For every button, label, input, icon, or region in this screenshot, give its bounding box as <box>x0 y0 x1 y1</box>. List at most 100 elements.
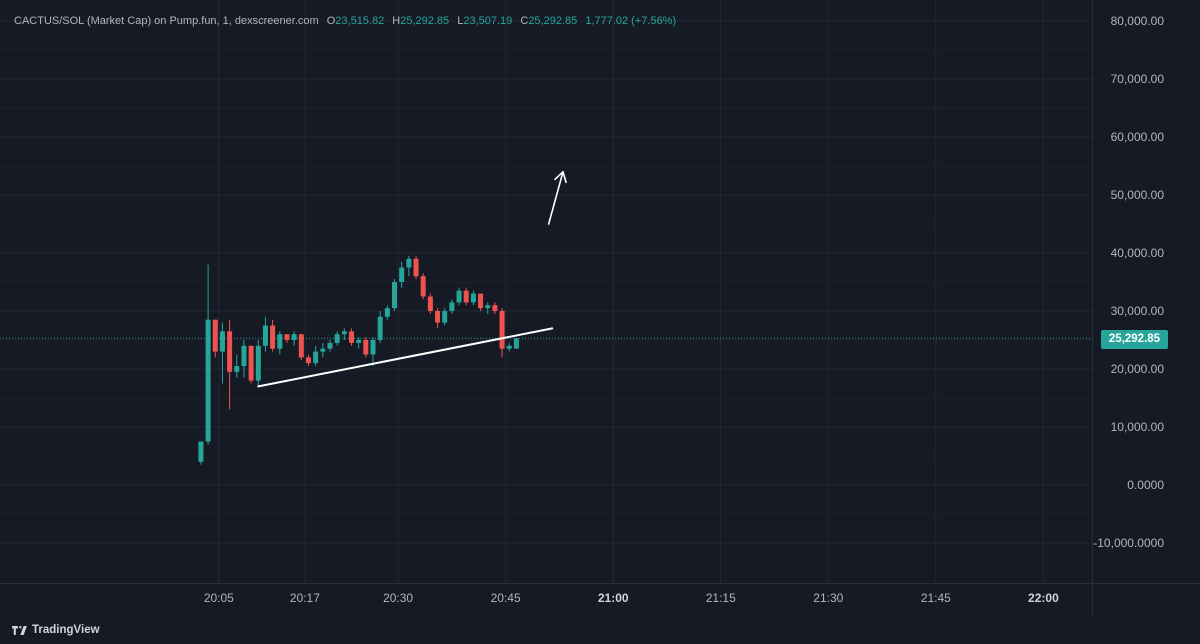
candle-body <box>212 319 218 352</box>
arrow-drawing <box>547 171 567 225</box>
candle-body <box>449 302 455 311</box>
candle <box>413 255 419 280</box>
candle <box>334 331 340 346</box>
candle <box>356 337 362 349</box>
tradingview-logo-icon <box>12 625 27 635</box>
candle-body <box>277 334 283 349</box>
y-tick-label: 0.0000 <box>1127 478 1164 492</box>
candle <box>298 334 304 361</box>
candle <box>442 308 448 326</box>
x-tick-label: 20:17 <box>290 591 320 605</box>
candle-body <box>248 345 254 381</box>
candle-body <box>470 293 476 303</box>
candle <box>291 331 297 346</box>
candle-body <box>384 308 390 317</box>
candle-body <box>305 357 311 364</box>
candle-body <box>442 311 448 323</box>
candle-body <box>327 342 333 349</box>
candle <box>320 342 326 358</box>
candle-body <box>241 345 247 367</box>
ohlc-legend: CACTUS/SOL (Market Cap) on Pump.fun, 1, … <box>14 15 676 27</box>
candle <box>198 441 204 465</box>
time-axis[interactable]: 20:05 20:17 20:30 20:45 21:00 21:15 21:30 21:45… <box>0 583 1200 606</box>
low-label: L <box>457 15 464 27</box>
candle <box>305 354 311 367</box>
symbol-title: CACTUS/SOL (Market Cap) on Pump.fun, 1, … <box>14 15 319 27</box>
candle-body <box>420 276 426 297</box>
candle <box>492 302 498 314</box>
y-tick-label: 20,000.00 <box>1111 362 1165 376</box>
candle <box>219 322 225 384</box>
candle <box>363 337 369 358</box>
x-tick-label: 21:45 <box>921 591 951 605</box>
high-label: H <box>392 15 401 27</box>
y-tick-label: 10,000.00 <box>1111 420 1165 434</box>
drawings <box>257 171 567 388</box>
candle <box>227 319 233 410</box>
candle-body <box>341 331 347 335</box>
candle <box>406 255 412 277</box>
candle-body <box>284 334 290 340</box>
candle-body <box>370 340 376 355</box>
x-tick-label: 21:00 <box>598 591 629 605</box>
candle <box>499 308 505 358</box>
candle-body <box>298 334 304 358</box>
candle-body <box>234 366 240 372</box>
candle-body <box>435 311 441 323</box>
candle-body <box>198 441 204 462</box>
candle <box>399 261 405 288</box>
candle <box>449 299 455 314</box>
x-tick-label: 21:30 <box>813 591 843 605</box>
candle-body <box>363 340 369 355</box>
candle <box>341 328 347 340</box>
candle <box>313 345 319 367</box>
arrow-head <box>554 171 567 184</box>
candle <box>420 273 426 300</box>
candle <box>234 354 240 378</box>
y-tick-label: 50,000.00 <box>1111 188 1165 202</box>
y-tick-label: -10,000.0000 <box>1093 536 1164 550</box>
y-tick-label: 60,000.00 <box>1111 130 1165 144</box>
tradingview-logo[interactable]: TradingView <box>12 622 100 638</box>
open-label: O <box>326 15 336 27</box>
candle <box>427 293 433 314</box>
candle <box>377 311 383 343</box>
high-value: 25,292.85 <box>400 15 450 27</box>
grid <box>0 0 1092 583</box>
candle <box>463 287 469 306</box>
candle-body <box>485 305 491 309</box>
candle-body <box>492 305 498 311</box>
candle-body <box>205 319 211 442</box>
candle-body <box>456 290 462 303</box>
brand-name: TradingView <box>32 624 100 636</box>
candle-body <box>356 340 362 343</box>
y-tick-label: 30,000.00 <box>1111 304 1165 318</box>
candle-body <box>348 331 354 343</box>
y-tick-label: 70,000.00 <box>1111 72 1165 86</box>
arrow-shaft <box>547 171 564 225</box>
x-tick-label: 22:00 <box>1028 591 1059 605</box>
candle <box>212 319 218 358</box>
candle-body <box>227 331 233 372</box>
price-axis[interactable]: 80,000.00 70,000.00 60,000.00 50,000.00 40,0… <box>1092 0 1165 617</box>
candle-body <box>463 290 469 303</box>
last-price-badge: 25,292.85 <box>1101 330 1168 349</box>
candle <box>255 340 261 387</box>
candle-body <box>413 258 419 277</box>
candle-body <box>262 325 268 346</box>
close-value: 25,292.85 <box>528 15 578 27</box>
candle <box>241 340 247 378</box>
candle-body <box>377 316 383 340</box>
candle <box>248 345 254 384</box>
candle-body <box>313 351 319 364</box>
x-tick-label: 20:30 <box>383 591 413 605</box>
candle <box>277 331 283 355</box>
candle-body <box>406 258 412 268</box>
candle <box>270 319 276 352</box>
candle <box>284 334 290 343</box>
close-label: C <box>520 15 529 27</box>
candles <box>198 255 519 465</box>
x-tick-label: 20:05 <box>204 591 234 605</box>
